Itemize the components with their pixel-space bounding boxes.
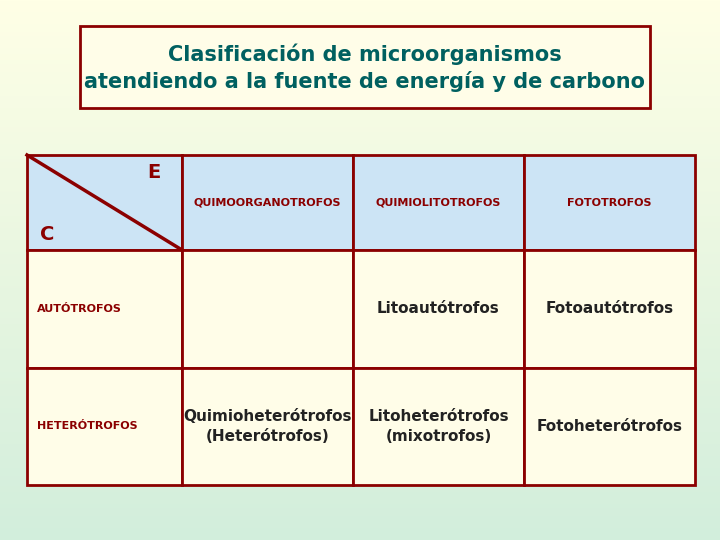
Bar <box>182 250 353 368</box>
Bar <box>182 155 353 250</box>
Bar <box>524 368 695 485</box>
Bar <box>27 368 182 485</box>
Text: atendiendo a la fuente de energía y de carbono: atendiendo a la fuente de energía y de c… <box>84 71 646 91</box>
Bar <box>182 368 353 485</box>
Bar <box>524 155 695 250</box>
Bar <box>27 250 182 368</box>
Text: Fotoheterótrofos: Fotoheterótrofos <box>536 418 683 434</box>
Text: Litoautótrofos: Litoautótrofos <box>377 301 500 316</box>
Text: FOTOTROFOS: FOTOTROFOS <box>567 198 652 207</box>
Text: HETERÓTROFOS: HETERÓTROFOS <box>37 421 138 431</box>
Bar <box>353 155 524 250</box>
Bar <box>353 250 524 368</box>
Text: E: E <box>148 164 161 183</box>
Text: C: C <box>40 225 54 244</box>
Text: Fotoautótrofos: Fotoautótrofos <box>546 301 674 316</box>
Text: QUIMIOLITOTROFOS: QUIMIOLITOTROFOS <box>376 198 501 207</box>
Bar <box>524 250 695 368</box>
Text: Quimioheterótrofos
(Heterótrofos): Quimioheterótrofos (Heterótrofos) <box>184 409 352 444</box>
Text: Clasificación de microorganismos: Clasificación de microorganismos <box>168 43 562 65</box>
Text: QUIMOORGANOTROFOS: QUIMOORGANOTROFOS <box>194 198 341 207</box>
Bar <box>353 368 524 485</box>
Text: AUTÓTROFOS: AUTÓTROFOS <box>37 303 122 314</box>
Bar <box>27 155 182 250</box>
Bar <box>80 26 650 108</box>
Text: Litoheterótrofos
(mixotrofos): Litoheterótrofos (mixotrofos) <box>368 409 509 444</box>
